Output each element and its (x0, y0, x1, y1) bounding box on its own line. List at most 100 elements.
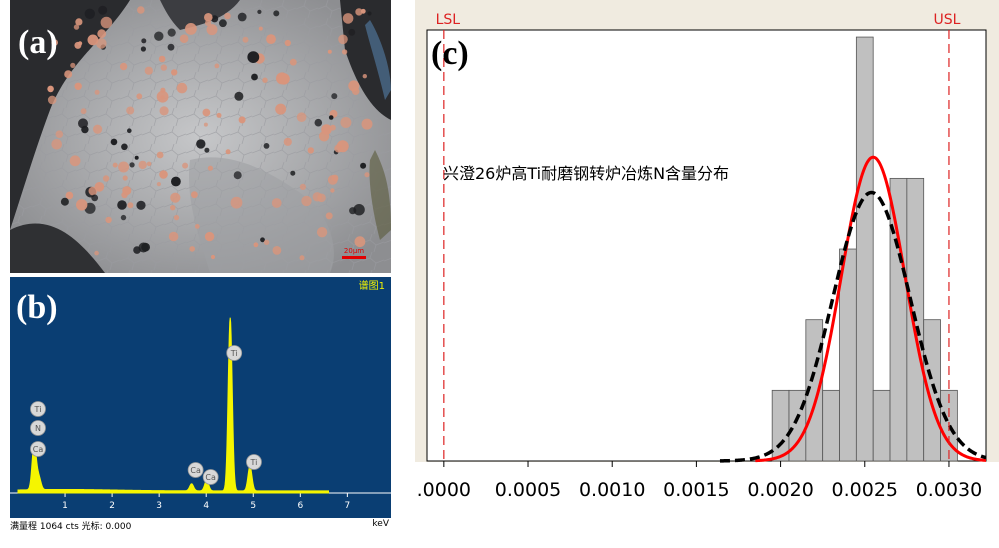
tin-particle (204, 231, 215, 242)
tin-particle (144, 66, 153, 75)
tin-particle (253, 242, 259, 248)
spectrum-curve (17, 317, 330, 494)
tin-particle (159, 170, 168, 179)
tin-particle (276, 72, 288, 85)
x-tick-label: 2 (109, 501, 115, 511)
tin-particle (210, 254, 216, 260)
tin-particle (51, 39, 58, 46)
tin-particle (216, 112, 222, 118)
histogram-bar (872, 389, 891, 462)
tin-particle (182, 162, 189, 169)
scale-bar-label: 20μm (344, 247, 364, 255)
distribution-annotation: 兴澄26炉高Ti耐磨钢转炉冶炼N含量分布 (443, 164, 729, 183)
tin-particle (271, 198, 282, 208)
full-scale-text: 满量程 1064 cts 光标: 0.000 (10, 522, 132, 532)
tin-particle (119, 62, 128, 71)
dark-particle (154, 31, 164, 41)
tin-particle (137, 6, 145, 14)
peak-label: Ca (190, 466, 201, 475)
tin-particle (156, 151, 164, 159)
tin-particle (87, 34, 99, 46)
tin-particle (283, 137, 292, 146)
tin-particle (160, 64, 167, 71)
histogram-bar (822, 389, 840, 462)
peak-marker (30, 401, 46, 417)
panel-b-letter: (b) (16, 289, 58, 326)
scale-bar (342, 256, 366, 259)
dark-particle (78, 118, 88, 129)
tin-particle (206, 24, 218, 36)
x-axis-ticks: .0000 0.0005 0.0010 0.0015 0.0020 0.0025 0.003… (417, 461, 982, 501)
tin-particle (122, 186, 132, 196)
tin-particle (73, 24, 80, 30)
histogram-bar (923, 319, 941, 462)
x-tick-label: .0000 (417, 479, 471, 501)
tin-particle (340, 117, 352, 128)
dark-particle (251, 73, 258, 81)
histogram-chart: LSL USL .0000 0.0005 0.0010 0.0015 0.0020 0.0… (415, 0, 999, 548)
x-tick-label: 4 (203, 501, 209, 511)
histogram-bar (855, 36, 874, 462)
tin-particle (355, 8, 363, 16)
tin-particle (275, 103, 287, 115)
tin-particle (224, 12, 231, 20)
tin-particle (354, 236, 366, 248)
tin-particle (341, 49, 348, 55)
peak-label: Ca (33, 445, 44, 454)
dark-particle (129, 162, 135, 168)
dark-particle (60, 197, 69, 206)
tin-particle (55, 130, 64, 138)
dark-particle (331, 93, 338, 100)
tin-particle (102, 175, 110, 182)
tin-particle (168, 231, 179, 242)
tin-particle (316, 227, 328, 238)
tin-particle (296, 112, 307, 122)
tin-particle (47, 95, 57, 105)
tin-particle (263, 239, 270, 245)
tin-particle (97, 29, 107, 39)
tin-particle (325, 212, 333, 220)
tin-particle (105, 216, 112, 224)
dark-particle (121, 143, 128, 151)
peak-label: Ca (205, 473, 216, 482)
tin-particle (364, 172, 370, 178)
tin-particle (334, 144, 343, 153)
x-tick-label: 7 (344, 501, 350, 511)
x-tick-label: 0.0020 (747, 479, 813, 501)
tin-particle (156, 182, 161, 187)
tin-particle (207, 165, 213, 171)
x-tick-label: 1 (62, 501, 68, 511)
x-tick-label: 0.0025 (832, 479, 898, 501)
dark-particle (257, 9, 262, 14)
dark-particle (117, 200, 127, 210)
x-tick-label: 6 (297, 501, 303, 511)
tin-particle (176, 82, 188, 94)
dark-particle (167, 43, 175, 51)
tin-particle (76, 199, 88, 211)
dark-particle (360, 162, 367, 169)
tin-particle (272, 246, 282, 255)
dark-particle (247, 51, 260, 63)
tin-particle (96, 38, 107, 49)
peak-label: Ti (250, 458, 258, 467)
tin-particle (205, 19, 212, 27)
tin-particle (327, 175, 338, 185)
tin-particle (70, 62, 76, 68)
peak-labels: Ti N Ca Ca Ca Ti Ti (30, 345, 262, 485)
peak-marker (226, 345, 243, 361)
tin-particle (69, 155, 81, 167)
dark-particle (134, 155, 139, 160)
x-axis-ticks: 1 2 3 4 5 6 7 (62, 493, 350, 511)
dark-particle (211, 15, 219, 23)
dark-particle (314, 118, 323, 127)
dark-particle (136, 200, 146, 210)
tin-particle (361, 118, 373, 130)
tin-particle (321, 124, 332, 135)
normal-fit-line (755, 155, 987, 463)
tin-particle (64, 70, 73, 79)
spectrum-footer: 满量程 1064 cts 光标: 0.000 keV (10, 518, 391, 533)
peak-label: Ti (34, 405, 42, 414)
peak-marker (187, 462, 204, 478)
tin-particle (78, 41, 83, 46)
tin-particle (189, 246, 195, 252)
